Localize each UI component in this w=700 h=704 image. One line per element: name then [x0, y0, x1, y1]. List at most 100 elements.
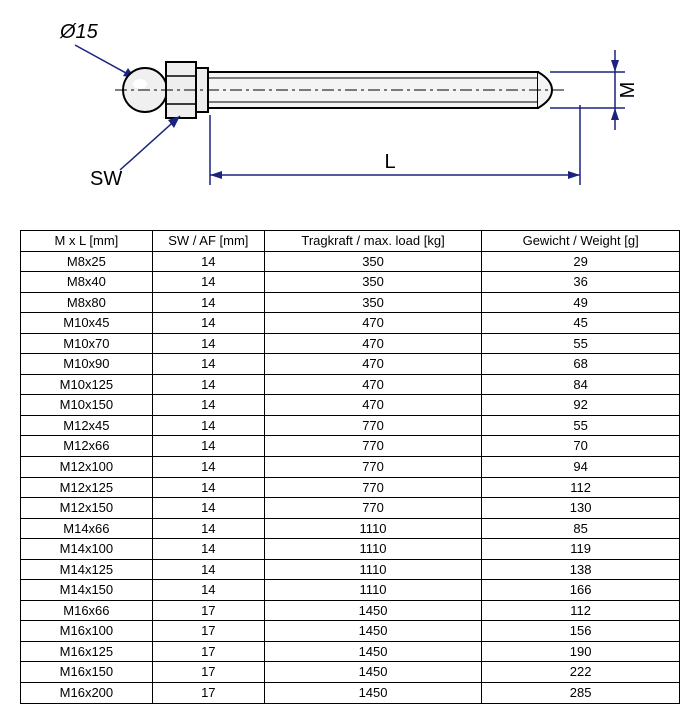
table-cell: 14 — [152, 436, 264, 457]
table-row: M10x701447055 — [21, 333, 680, 354]
table-cell: 1450 — [264, 600, 481, 621]
table-cell: 14 — [152, 395, 264, 416]
table-cell: M12x66 — [21, 436, 153, 457]
table-cell: M12x100 — [21, 457, 153, 478]
table-header-row: M x L [mm]SW / AF [mm]Tragkraft / max. l… — [21, 231, 680, 252]
table-cell: 68 — [482, 354, 680, 375]
table-cell: 166 — [482, 580, 680, 601]
table-row: M16x125171450190 — [21, 641, 680, 662]
table-cell: 350 — [264, 251, 481, 272]
table-cell: 14 — [152, 333, 264, 354]
table-cell: 45 — [482, 313, 680, 334]
sw-label: SW — [90, 168, 122, 190]
table-cell: 92 — [482, 395, 680, 416]
table-cell: 770 — [264, 477, 481, 498]
table-cell: 14 — [152, 292, 264, 313]
table-col-header: Gewicht / Weight [g] — [482, 231, 680, 252]
table-cell: 1450 — [264, 621, 481, 642]
table-body: M8x251435029M8x401435036M8x801435049M10x… — [21, 251, 680, 703]
table-cell: 470 — [264, 374, 481, 395]
table-cell: M10x45 — [21, 313, 153, 334]
table-cell: 94 — [482, 457, 680, 478]
table-row: M16x66171450112 — [21, 600, 680, 621]
table-cell: 1110 — [264, 539, 481, 560]
table-cell: 85 — [482, 518, 680, 539]
table-cell: 14 — [152, 251, 264, 272]
table-cell: 119 — [482, 539, 680, 560]
table-cell: 112 — [482, 477, 680, 498]
table-cell: 470 — [264, 313, 481, 334]
table-cell: M16x150 — [21, 662, 153, 683]
m-label: M — [617, 82, 639, 99]
table-cell: 130 — [482, 498, 680, 519]
table-row: M16x100171450156 — [21, 621, 680, 642]
table-cell: 14 — [152, 272, 264, 293]
table-row: M12x12514770112 — [21, 477, 680, 498]
table-cell: M10x150 — [21, 395, 153, 416]
spec-table: M x L [mm]SW / AF [mm]Tragkraft / max. l… — [20, 230, 680, 704]
table-cell: 1450 — [264, 641, 481, 662]
table-col-header: Tragkraft / max. load [kg] — [264, 231, 481, 252]
table-cell: 190 — [482, 641, 680, 662]
table-cell: M16x125 — [21, 641, 153, 662]
table-row: M14x150141110166 — [21, 580, 680, 601]
table-cell: 17 — [152, 641, 264, 662]
table-cell: 112 — [482, 600, 680, 621]
table-cell: 1110 — [264, 559, 481, 580]
table-cell: M12x150 — [21, 498, 153, 519]
table-row: M8x401435036 — [21, 272, 680, 293]
table-cell: M16x66 — [21, 600, 153, 621]
table-cell: 14 — [152, 580, 264, 601]
table-cell: M14x66 — [21, 518, 153, 539]
table-cell: 1110 — [264, 580, 481, 601]
table-row: M14x125141110138 — [21, 559, 680, 580]
table-cell: M16x100 — [21, 621, 153, 642]
table-cell: 14 — [152, 313, 264, 334]
table-row: M10x1251447084 — [21, 374, 680, 395]
table-row: M16x150171450222 — [21, 662, 680, 683]
table-cell: 156 — [482, 621, 680, 642]
table-cell: 17 — [152, 662, 264, 683]
table-cell: 17 — [152, 621, 264, 642]
table-cell: 14 — [152, 498, 264, 519]
table-cell: 14 — [152, 559, 264, 580]
dia-label: Ø15 — [59, 21, 99, 43]
table-row: M12x451477055 — [21, 415, 680, 436]
table-cell: 29 — [482, 251, 680, 272]
table-row: M12x661477070 — [21, 436, 680, 457]
table-cell: 770 — [264, 498, 481, 519]
table-cell: M8x25 — [21, 251, 153, 272]
table-cell: 770 — [264, 436, 481, 457]
table-cell: 55 — [482, 333, 680, 354]
table-row: M8x801435049 — [21, 292, 680, 313]
technical-drawing: Ø15 SW L M — [20, 10, 680, 210]
table-cell: 14 — [152, 457, 264, 478]
table-cell: M14x125 — [21, 559, 153, 580]
table-row: M8x251435029 — [21, 251, 680, 272]
table-cell: 70 — [482, 436, 680, 457]
table-cell: 36 — [482, 272, 680, 293]
table-cell: M10x70 — [21, 333, 153, 354]
table-cell: 470 — [264, 354, 481, 375]
table-cell: M8x40 — [21, 272, 153, 293]
table-cell: M10x125 — [21, 374, 153, 395]
table-row: M12x1001477094 — [21, 457, 680, 478]
table-col-header: SW / AF [mm] — [152, 231, 264, 252]
table-cell: 350 — [264, 272, 481, 293]
table-row: M14x6614111085 — [21, 518, 680, 539]
l-label: L — [384, 151, 395, 173]
table-cell: 222 — [482, 662, 680, 683]
table-cell: M8x80 — [21, 292, 153, 313]
table-cell: 1450 — [264, 662, 481, 683]
table-cell: 14 — [152, 415, 264, 436]
table-cell: 470 — [264, 333, 481, 354]
table-cell: M12x45 — [21, 415, 153, 436]
table-cell: 470 — [264, 395, 481, 416]
table-cell: 84 — [482, 374, 680, 395]
table-row: M10x1501447092 — [21, 395, 680, 416]
table-cell: 14 — [152, 539, 264, 560]
table-cell: 770 — [264, 457, 481, 478]
table-cell: M10x90 — [21, 354, 153, 375]
table-cell: M14x150 — [21, 580, 153, 601]
table-cell: 138 — [482, 559, 680, 580]
